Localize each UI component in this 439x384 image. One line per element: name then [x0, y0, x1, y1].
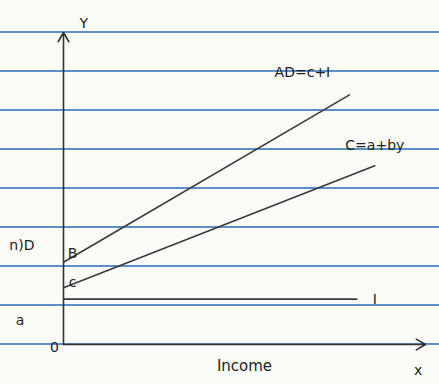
svg-text:B: B — [68, 245, 78, 261]
svg-text:0: 0 — [50, 339, 59, 355]
svg-text:Y: Y — [79, 15, 89, 31]
svg-text:x: x — [414, 362, 422, 378]
svg-text:Income: Income — [217, 357, 272, 375]
svg-text:C=a+by: C=a+by — [345, 137, 404, 153]
svg-text:n)D: n)D — [9, 237, 34, 253]
svg-text:a: a — [16, 312, 25, 328]
svg-text:c: c — [69, 274, 77, 290]
svg-text:AD=c+I: AD=c+I — [275, 64, 331, 80]
svg-text:I: I — [373, 291, 377, 307]
